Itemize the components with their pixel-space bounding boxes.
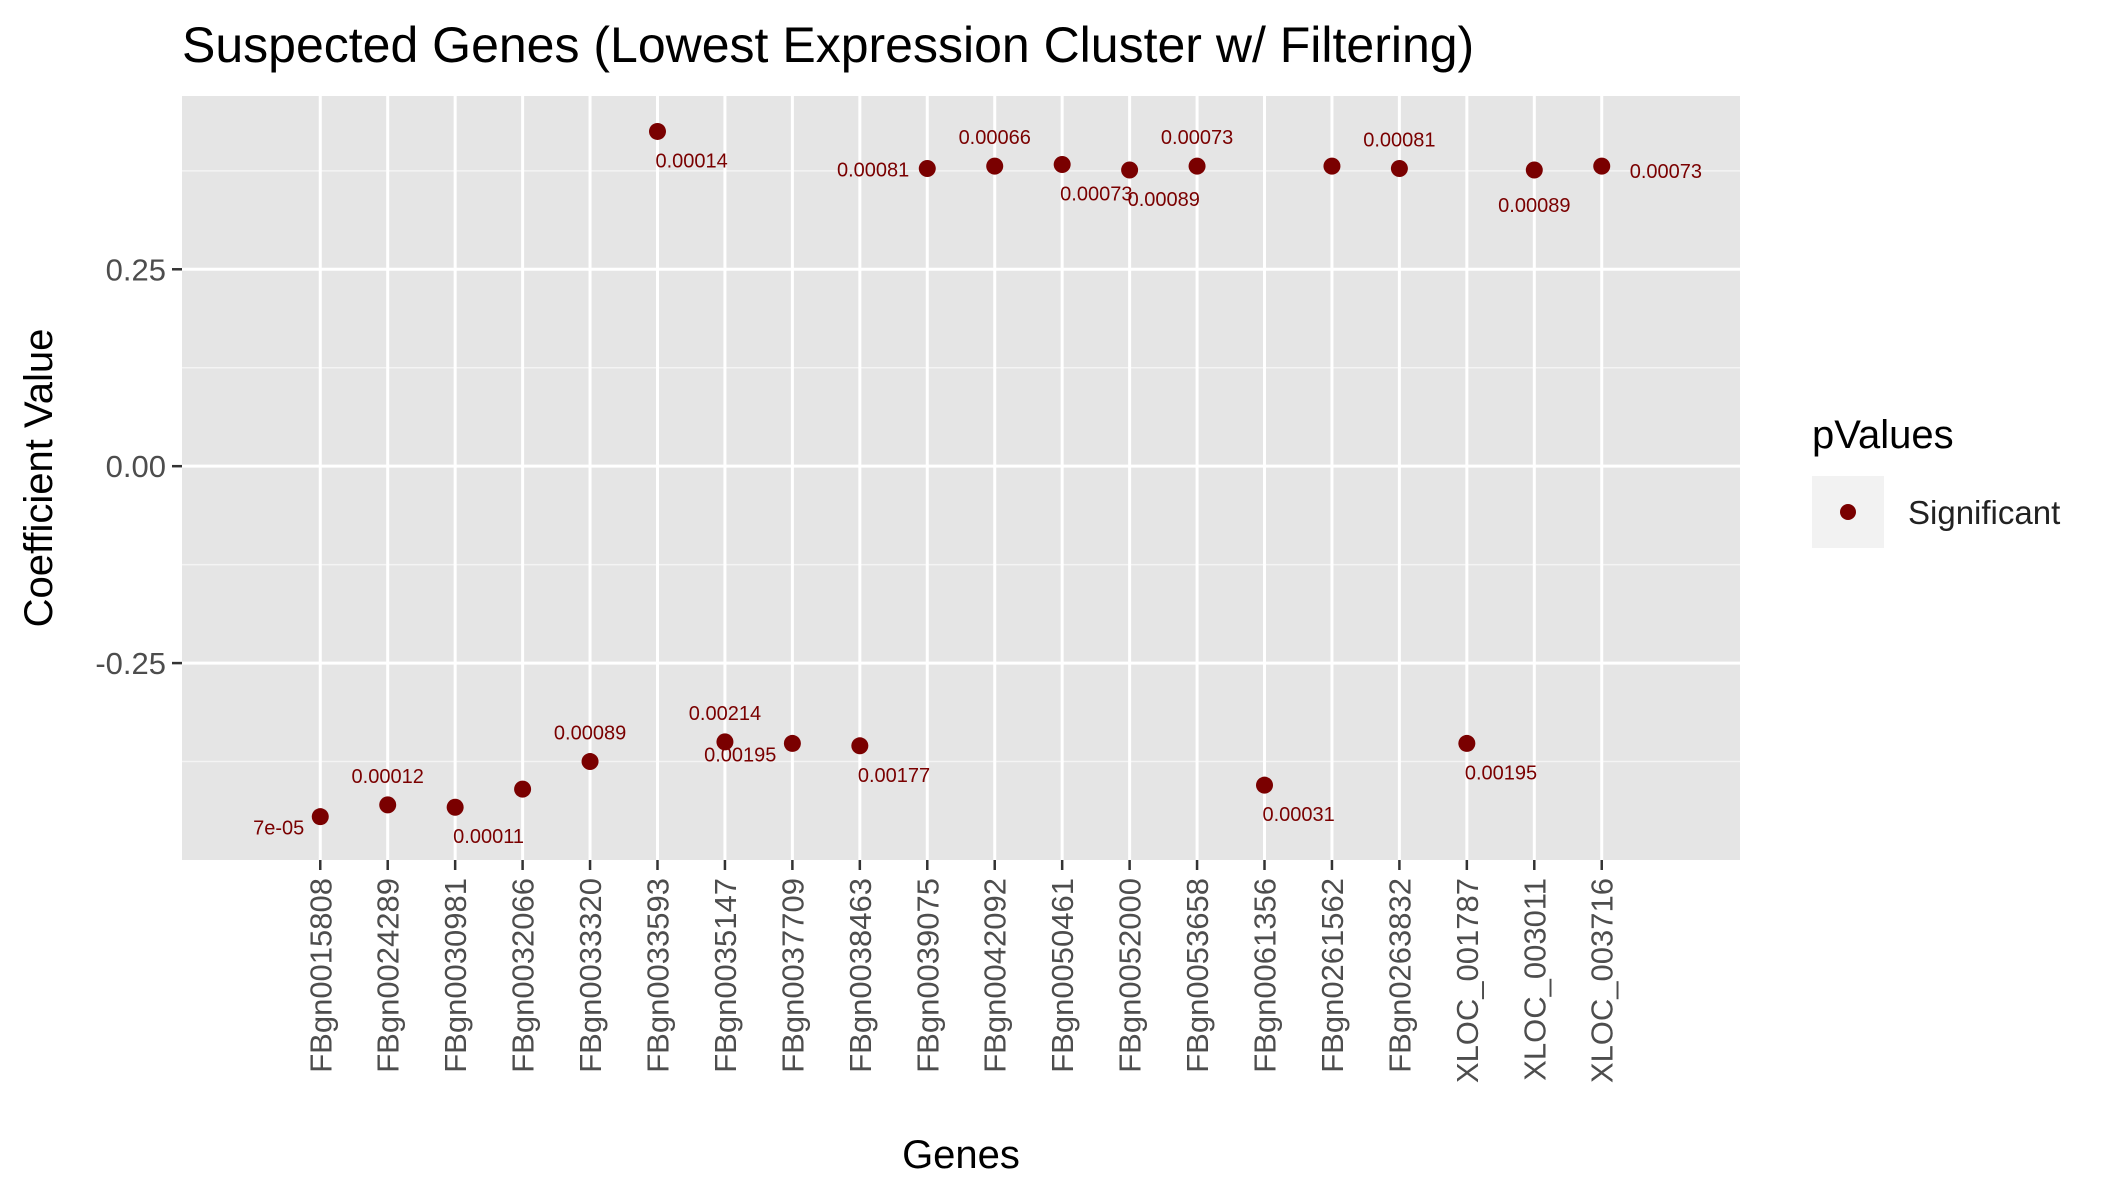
point-label: 0.00011	[453, 826, 524, 848]
x-tick-label: FBgn0030981	[438, 878, 473, 1073]
point-label: 0.00073	[1060, 184, 1132, 206]
x-tick-label: FBgn0053658	[1180, 878, 1215, 1073]
grid-minor	[182, 170, 1740, 763]
x-tick-label: FBgn0033593	[640, 878, 675, 1073]
x-axis-label: Genes	[902, 1133, 1020, 1177]
y-axis-label: Coefficient Value	[17, 329, 61, 628]
point-label: 0.00031	[1263, 804, 1335, 826]
x-tick-label: XLOC_001787	[1450, 878, 1485, 1083]
data-point	[1390, 159, 1408, 177]
grid-major	[182, 96, 1740, 860]
data-point	[446, 798, 464, 816]
x-tick-label: FBgn0035147	[708, 878, 743, 1073]
data-point	[379, 796, 397, 814]
data-point	[1525, 161, 1543, 179]
data-point	[1458, 734, 1476, 752]
y-axis: -0.25 0.00 0.25	[95, 252, 182, 681]
x-tick-label: FBgn0038463	[843, 878, 878, 1073]
data-point	[716, 733, 734, 751]
x-tick-label: FBgn0263832	[1382, 878, 1417, 1073]
point-label: 0.00089	[554, 723, 626, 745]
point-label: 7e-05	[253, 818, 304, 840]
legend-title: pValues	[1812, 413, 1954, 457]
point-label: 0.00195	[1465, 762, 1537, 784]
x-tick-label: XLOC_003011	[1517, 878, 1552, 1081]
x-tick-label: FBgn0039075	[910, 878, 945, 1073]
x-tick-label: FBgn0050461	[1045, 878, 1080, 1073]
x-tick-label: XLOC_003716	[1585, 878, 1620, 1083]
point-label: 0.00177	[858, 765, 930, 787]
y-tick-label: 0.00	[106, 449, 166, 484]
point-label: 0.00214	[689, 703, 761, 725]
x-tick-label: FBgn0024289	[371, 878, 406, 1073]
plot-panel	[182, 96, 1740, 860]
x-tick-label: FBgn0015808	[303, 878, 338, 1073]
data-point	[1323, 157, 1341, 175]
point-label: 0.00081	[837, 159, 909, 181]
data-point	[514, 780, 532, 798]
data-point	[1188, 157, 1206, 175]
x-tick-label: FBgn0052000	[1113, 878, 1148, 1073]
x-axis: FBgn0015808 FBgn0024289 FBgn0030981 FBgn003…	[303, 860, 1620, 1083]
x-tick-label: FBgn0042092	[978, 878, 1013, 1073]
point-label: 0.00089	[1128, 189, 1200, 211]
data-point	[986, 157, 1004, 175]
chart-title: Suspected Genes (Lowest Expression Clust…	[182, 17, 1474, 73]
point-labels: 7e-05 0.00012 0.00011 0.00089 0.00014 0.00214…	[253, 127, 1702, 848]
point-label: 0.00089	[1498, 195, 1570, 217]
x-tick-label: FBgn0032066	[506, 878, 541, 1073]
y-tick-label: -0.25	[95, 646, 166, 681]
data-point	[783, 734, 801, 752]
point-label: 0.00012	[352, 766, 424, 788]
data-point	[1053, 156, 1071, 174]
point-label: 0.00073	[1630, 161, 1702, 183]
data-point	[1593, 157, 1611, 175]
legend: pValues Significant	[1812, 413, 2060, 548]
data-point	[851, 737, 869, 755]
data-points	[311, 122, 1611, 826]
x-tick-label: FBgn0261562	[1315, 878, 1350, 1073]
point-label: 0.00081	[1363, 129, 1435, 151]
data-point	[648, 122, 666, 140]
point-label: 0.00066	[959, 127, 1031, 149]
data-point	[1121, 161, 1139, 179]
data-point	[918, 159, 936, 177]
x-tick-label: FBgn0061356	[1248, 878, 1283, 1073]
x-tick-label: FBgn0033320	[573, 878, 608, 1073]
y-tick-label: 0.25	[106, 252, 166, 287]
x-tick-label: FBgn0037709	[775, 878, 810, 1073]
point-label: 0.00014	[655, 150, 727, 172]
data-point	[1256, 776, 1274, 794]
legend-marker	[1840, 504, 1856, 520]
data-point	[581, 753, 599, 771]
data-point	[311, 808, 329, 826]
point-label: 0.00073	[1161, 127, 1233, 149]
point-label: 0.00195	[704, 744, 776, 766]
legend-label-significant: Significant	[1908, 494, 2060, 531]
